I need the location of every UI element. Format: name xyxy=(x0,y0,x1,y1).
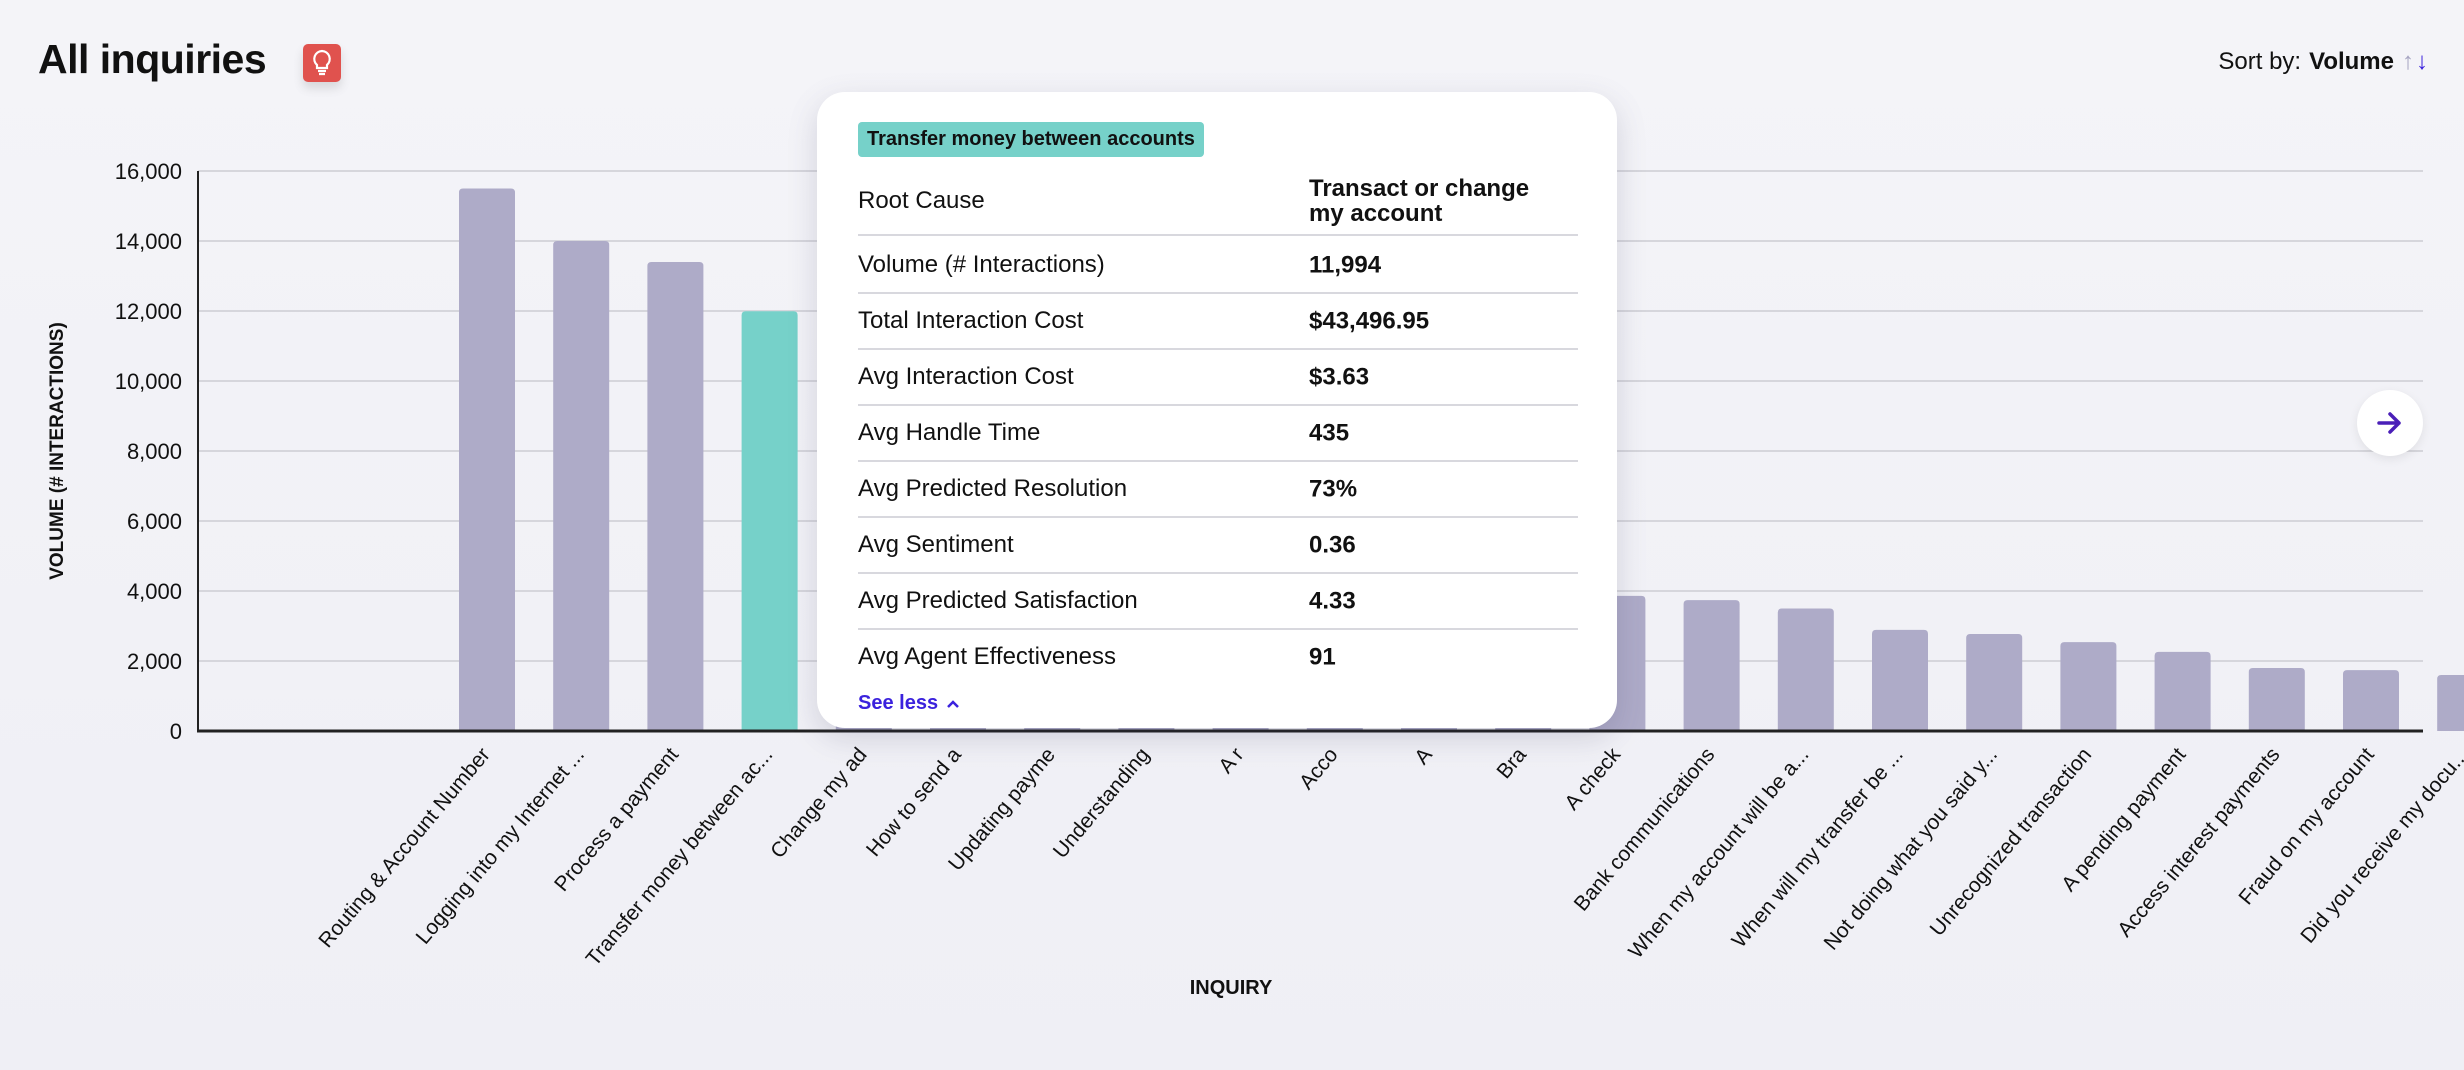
arrow-right-icon xyxy=(2377,412,2401,434)
bar[interactable] xyxy=(2154,651,2211,731)
tooltip-row-value: 73% xyxy=(1309,475,1358,503)
tooltip-row-label: Avg Agent Effectiveness xyxy=(858,643,1116,670)
sort-ascending-icon[interactable]: ↑ xyxy=(2402,48,2414,75)
tooltip-row-value: 11,994 xyxy=(1309,251,1382,279)
tooltip-row: Avg Interaction Cost $3.63 xyxy=(858,350,1578,406)
bar[interactable] xyxy=(1777,608,1834,732)
x-tick-label: How to send a xyxy=(862,743,966,861)
inquiry-badge: Transfer money between accounts xyxy=(858,122,1204,157)
bar[interactable] xyxy=(1872,629,1928,731)
bar[interactable] xyxy=(1683,600,1740,731)
inquiry-tooltip: Transfer money between accounts Root Cau… xyxy=(817,92,1617,728)
tooltip-row-label: Total Interaction Cost xyxy=(858,307,1084,334)
bar[interactable] xyxy=(2343,670,2399,731)
tooltip-row-label: Volume (# Interactions) xyxy=(858,251,1105,278)
tooltip-row: Avg Sentiment 0.36 xyxy=(858,518,1578,574)
x-tick-label: Logging into my Internet ... xyxy=(412,743,589,948)
tooltip-row-label: Avg Handle Time xyxy=(858,419,1041,446)
tooltip-row: Volume (# Interactions) 11,994 xyxy=(858,238,1578,294)
tooltip-row-value: 435 xyxy=(1309,419,1350,447)
y-axis-title: VOLUME (# INTERACTIONS) xyxy=(47,322,68,580)
x-tick-label: A xyxy=(1410,743,1437,769)
y-tick-label: 4,000 xyxy=(127,579,182,604)
tooltip-row: Avg Agent Effectiveness 91 xyxy=(858,630,1578,684)
tooltip-row-label: Avg Predicted Satisfaction xyxy=(858,587,1138,614)
x-tick-label: Did you receive my docu... xyxy=(2296,743,2464,947)
y-tick-label: 12,000 xyxy=(115,299,182,324)
bar[interactable] xyxy=(459,188,515,732)
y-tick-label: 8,000 xyxy=(127,439,182,464)
chevron-up-icon xyxy=(947,699,959,708)
tooltip-row: Avg Handle Time 435 xyxy=(858,406,1578,462)
sort-control[interactable]: Sort by: Volume ↑ ↓ xyxy=(2218,48,2428,76)
see-less-button[interactable]: See less xyxy=(858,692,960,715)
x-tick-label: Transfer money between ac... xyxy=(582,743,778,970)
bar[interactable] xyxy=(553,241,610,731)
tooltip-row: Avg Predicted Resolution 73% xyxy=(858,462,1578,518)
bar[interactable] xyxy=(1966,634,2023,731)
tooltip-row: Root Cause Transact or change my account xyxy=(858,168,1578,236)
x-tick-label: Routing & Account Number xyxy=(314,743,494,952)
x-tick-label: Access interest payments xyxy=(2113,743,2284,941)
y-tick-label: 16,000 xyxy=(115,159,182,184)
next-page-button[interactable] xyxy=(2357,390,2423,456)
sort-descending-icon[interactable]: ↓ xyxy=(2416,48,2428,75)
tooltip-row-label: Avg Interaction Cost xyxy=(858,363,1074,390)
x-axis-title: INQUIRY xyxy=(1190,977,1273,999)
bar[interactable] xyxy=(2437,675,2464,731)
bar[interactable] xyxy=(2060,642,2117,731)
y-tick-label: 2,000 xyxy=(127,649,182,674)
x-tick-label: Understanding xyxy=(1049,743,1154,862)
tooltip-row: Avg Predicted Satisfaction 4.33 xyxy=(858,574,1578,630)
bar[interactable] xyxy=(647,262,704,731)
tooltip-row-label: Root Cause xyxy=(858,187,985,214)
y-tick-label: 0 xyxy=(170,719,182,744)
tooltip-row-value: 4.33 xyxy=(1309,587,1356,615)
page-title: All inquiries xyxy=(38,36,267,82)
tooltip-row-label: Avg Sentiment xyxy=(858,531,1014,558)
x-tick-label: A check xyxy=(1560,743,1625,815)
tooltip-row-value: $3.63 xyxy=(1309,363,1370,391)
tooltip-row: Total Interaction Cost $43,496.95 xyxy=(858,294,1578,350)
x-tick-label: Bra xyxy=(1492,743,1531,783)
tooltip-row-value: 0.36 xyxy=(1309,531,1356,559)
bar[interactable] xyxy=(2248,668,2305,731)
tooltip-row-value: 91 xyxy=(1309,643,1336,671)
sort-value[interactable]: Volume xyxy=(2309,48,2394,75)
tooltip-row-label: Avg Predicted Resolution xyxy=(858,475,1128,502)
bar[interactable] xyxy=(741,311,798,731)
x-tick-label: Change my ad xyxy=(766,743,871,862)
y-tick-label: 6,000 xyxy=(127,509,182,534)
sort-label: Sort by: xyxy=(2218,48,2302,75)
y-tick-label: 14,000 xyxy=(115,229,182,254)
tooltip-row-value: $43,496.95 xyxy=(1309,307,1430,335)
lightbulb-icon[interactable] xyxy=(303,44,341,82)
tooltip-row-value: Transact or change my account xyxy=(1309,175,1530,227)
x-tick-label: Unrecognized transaction xyxy=(1926,743,2097,940)
x-tick-label: A r xyxy=(1214,743,1248,777)
see-less-label: See less xyxy=(858,692,939,714)
x-tick-label: When my account will be a... xyxy=(1624,743,1813,963)
x-tick-label: When will my transfer be ... xyxy=(1727,743,1907,952)
y-tick-label: 10,000 xyxy=(115,369,182,394)
x-tick-label: Acco xyxy=(1295,743,1343,794)
x-tick-label: Not doing what you said y... xyxy=(1820,743,2002,954)
